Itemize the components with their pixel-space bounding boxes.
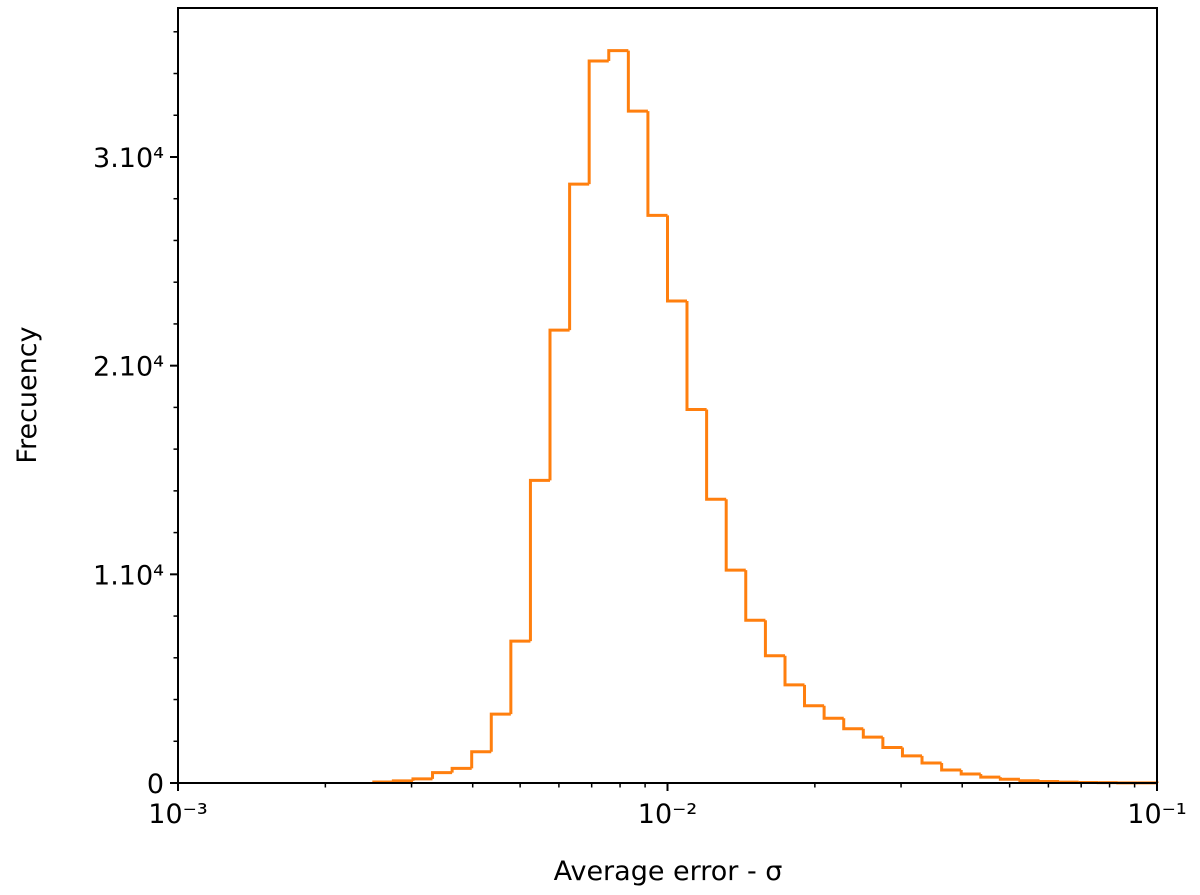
- histogram-bin: [489, 712, 511, 752]
- histogram-bin: [881, 737, 903, 750]
- histogram-bin: [470, 750, 492, 769]
- histogram-bin: [940, 762, 962, 772]
- histogram-bin: [607, 49, 629, 62]
- histogram-bin: [1038, 780, 1060, 784]
- histogram-bin: [744, 570, 766, 622]
- x-tick-label: 10⁻²: [638, 799, 697, 830]
- plot-frame: [177, 7, 1158, 784]
- histogram-bin: [646, 111, 668, 217]
- histogram-bin: [822, 705, 844, 720]
- histogram-bin: [411, 777, 433, 781]
- y-axis-label: Frecuency: [12, 326, 43, 463]
- histogram-bin: [568, 182, 590, 331]
- x-tick-label: 10⁻³: [148, 799, 207, 830]
- histogram-bin: [1018, 779, 1040, 783]
- histogram-bin: [666, 215, 687, 303]
- histogram-bin: [431, 771, 453, 779]
- histogram-bin: [548, 328, 570, 481]
- histogram-bin: [626, 50, 648, 113]
- histogram-bin: [450, 766, 472, 773]
- x-axis-label: Average error - σ: [554, 856, 783, 887]
- y-tick-label: 1.10⁴: [93, 560, 164, 591]
- histogram-bin: [861, 728, 883, 739]
- histogram-bin: [842, 718, 864, 731]
- histogram-bin: [763, 620, 786, 658]
- y-tick-label: 3.10⁴: [93, 143, 164, 174]
- histogram-bin: [783, 655, 805, 687]
- histogram-bin: [959, 770, 981, 776]
- histogram-bin: [920, 755, 942, 765]
- histogram-bin: [803, 684, 825, 708]
- histogram-bin: [998, 777, 1020, 781]
- histogram-bin: [685, 300, 707, 411]
- histogram-bin: [391, 779, 413, 783]
- histogram-bin: [705, 409, 727, 501]
- histogram-bin: [509, 639, 531, 715]
- histogram-bin: [528, 478, 551, 642]
- histogram-bin: [724, 499, 746, 572]
- y-tick-label: 0: [147, 769, 164, 800]
- histogram-bin: [900, 747, 923, 758]
- x-tick-label: 10⁻¹: [1127, 799, 1186, 830]
- histogram-bin: [587, 59, 609, 185]
- histogram-bin: [979, 774, 1001, 779]
- y-tick-label: 2.10⁴: [93, 352, 164, 383]
